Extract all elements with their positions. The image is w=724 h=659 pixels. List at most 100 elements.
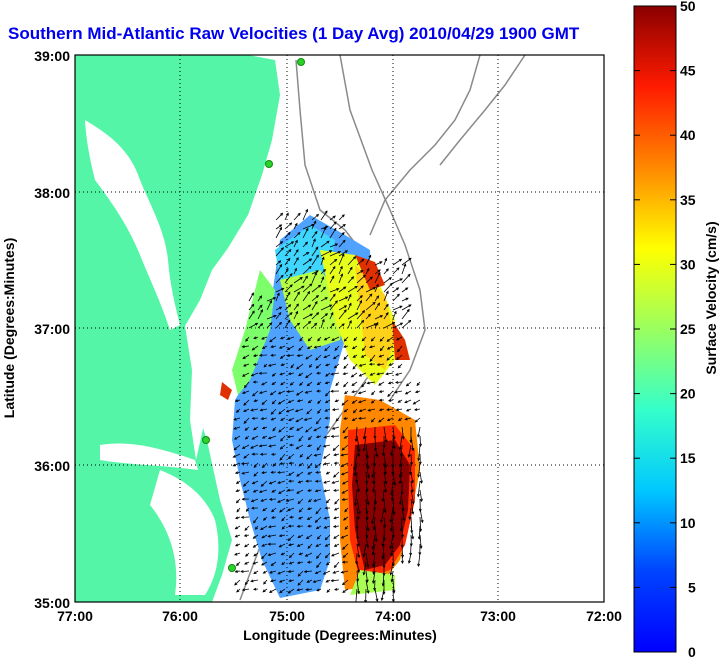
velocity-arrow bbox=[365, 293, 373, 302]
velocity-arrow-head bbox=[278, 429, 282, 433]
colorbar-tick-label: 45 bbox=[680, 63, 696, 79]
velocity-arrow-head bbox=[369, 358, 373, 363]
velocity-arrow-head bbox=[366, 381, 370, 385]
velocity-arrow-head bbox=[241, 391, 246, 394]
velocity-arrow-head bbox=[278, 321, 283, 325]
velocity-arrow-head bbox=[259, 295, 263, 299]
velocity-arrow-head bbox=[280, 212, 284, 216]
velocity-arrow bbox=[382, 489, 385, 502]
velocity-arrow-head bbox=[343, 416, 347, 420]
velocity-arrow bbox=[242, 588, 250, 591]
velocity-arrow-head bbox=[296, 544, 300, 547]
velocity-arrow-head bbox=[321, 256, 325, 260]
velocity-arrow-head bbox=[355, 479, 359, 484]
velocity-arrow-head bbox=[353, 466, 357, 471]
velocity-arrow-head bbox=[366, 465, 370, 470]
velocity-arrow bbox=[244, 525, 250, 531]
velocity-arrow-head bbox=[258, 353, 263, 357]
velocity-arrow-head bbox=[240, 569, 244, 573]
velocity-arrow bbox=[293, 232, 301, 239]
velocity-arrow-head bbox=[334, 243, 339, 247]
velocity-arrow-head bbox=[281, 287, 285, 291]
velocity-arrow-head bbox=[268, 444, 272, 448]
velocity-arrow bbox=[241, 570, 250, 572]
velocity-arrow bbox=[381, 588, 385, 601]
velocity-arrow-head bbox=[331, 338, 335, 341]
velocity-arrow-head bbox=[341, 490, 345, 494]
velocity-arrow-head bbox=[296, 303, 299, 307]
velocity-arrow bbox=[361, 381, 367, 388]
velocity-arrow bbox=[338, 214, 345, 221]
velocity-arrow-head bbox=[295, 419, 299, 423]
velocity-arrow bbox=[253, 534, 259, 539]
velocity-arrow-head bbox=[270, 411, 274, 415]
velocity-arrow-head bbox=[343, 309, 347, 313]
velocity-arrow-head bbox=[357, 590, 361, 595]
velocity-arrow-head bbox=[315, 365, 319, 369]
velocity-arrow-head bbox=[379, 315, 384, 318]
velocity-arrow-head bbox=[354, 502, 358, 507]
velocity-arrow-head bbox=[298, 347, 302, 352]
velocity-arrow-head bbox=[321, 276, 325, 280]
velocity-arrow bbox=[338, 323, 345, 329]
velocity-arrow bbox=[380, 507, 385, 523]
velocity-arrow-head bbox=[343, 384, 347, 388]
velocity-arrow bbox=[356, 534, 359, 546]
velocity-arrow bbox=[386, 372, 394, 375]
velocity-arrow-head bbox=[313, 345, 317, 349]
velocity-arrow-head bbox=[271, 401, 275, 405]
velocity-arrow-head bbox=[242, 483, 247, 487]
velocity-arrow-head bbox=[387, 393, 391, 398]
velocity-arrow-head bbox=[342, 517, 347, 521]
velocity-arrow-head bbox=[371, 563, 375, 568]
velocity-arrow-head bbox=[258, 391, 263, 394]
velocity-arrow-head bbox=[314, 271, 317, 276]
velocity-arrow bbox=[392, 426, 395, 440]
velocity-arrow-head bbox=[395, 372, 399, 376]
velocity-arrow-head bbox=[243, 455, 247, 459]
velocity-arrow bbox=[233, 426, 241, 430]
velocity-arrow-head bbox=[316, 536, 320, 540]
velocity-arrow bbox=[241, 462, 250, 465]
velocity-arrow-head bbox=[243, 420, 247, 424]
velocity-arrow-head bbox=[341, 497, 345, 501]
velocity-arrow bbox=[374, 588, 378, 602]
velocity-arrow-head bbox=[240, 462, 245, 466]
velocity-arrow-head bbox=[251, 303, 255, 307]
velocity-arrow bbox=[289, 552, 295, 558]
velocity-arrow bbox=[302, 313, 313, 320]
velocity-arrow bbox=[251, 498, 259, 502]
velocity-arrow-head bbox=[385, 372, 389, 376]
velocity-arrow-head bbox=[245, 553, 249, 557]
velocity-arrow bbox=[304, 570, 313, 573]
velocity-arrow-head bbox=[278, 345, 283, 349]
velocity-arrow bbox=[374, 489, 377, 504]
velocity-arrow-head bbox=[357, 554, 361, 559]
velocity-arrow-head bbox=[330, 311, 334, 316]
velocity-arrow bbox=[401, 320, 411, 329]
velocity-arrow-head bbox=[341, 231, 345, 236]
velocity-arrow bbox=[257, 323, 263, 329]
velocity-arrow bbox=[329, 243, 338, 248]
velocity-arrow-head bbox=[316, 588, 320, 592]
velocity-arrow bbox=[419, 507, 423, 523]
velocity-arrow-head bbox=[333, 453, 337, 457]
velocity-arrow bbox=[242, 345, 250, 348]
velocity-arrow-head bbox=[370, 400, 375, 404]
velocity-arrow-head bbox=[309, 313, 313, 317]
velocity-arrow-head bbox=[280, 363, 284, 367]
velocity-arrow bbox=[275, 264, 283, 275]
velocity-arrow-head bbox=[251, 416, 255, 420]
velocity-arrow-head bbox=[307, 465, 311, 470]
velocity-arrow-head bbox=[356, 516, 360, 520]
velocity-arrow bbox=[268, 552, 277, 556]
velocity-arrow-head bbox=[294, 239, 298, 243]
velocity-arrow-head bbox=[370, 338, 374, 342]
velocity-arrow bbox=[331, 336, 340, 341]
velocity-arrow-head bbox=[270, 563, 274, 567]
velocity-arrow bbox=[257, 304, 263, 311]
velocity-arrow bbox=[261, 534, 268, 539]
station-marker bbox=[297, 58, 305, 66]
velocity-arrow-head bbox=[361, 258, 365, 262]
velocity-arrow bbox=[324, 516, 331, 519]
